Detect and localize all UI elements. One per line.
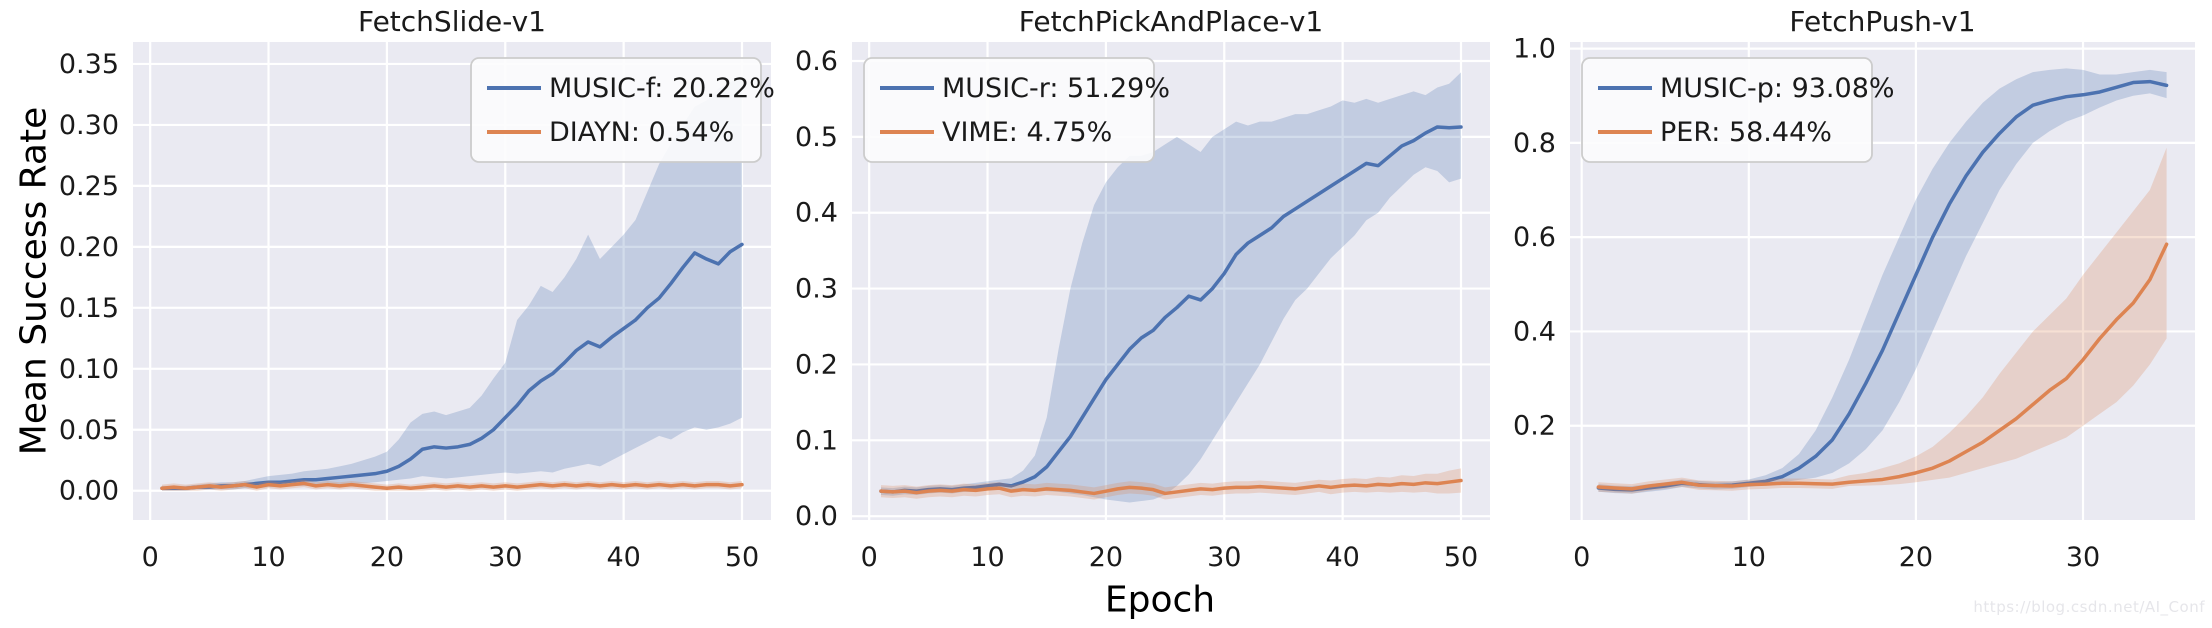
y-tick-label: 0.25 (59, 171, 119, 202)
legend-label-PER: PER: 58.44% (1660, 117, 1832, 148)
y-tick-label: 0.5 (795, 122, 838, 153)
x-tick-label: 10 (251, 542, 285, 573)
y-tick-label: 0.10 (59, 354, 119, 385)
series-line-PER (1596, 242, 2169, 491)
y-tick-label: 0.6 (1513, 222, 1556, 253)
series-line-MUSIC-r (879, 125, 1463, 494)
legend-box (470, 57, 762, 163)
legend-box (1581, 57, 1873, 163)
series-line-VIME (879, 478, 1463, 496)
y-tick-label: 0.4 (795, 198, 838, 229)
y-tick-label: 0.20 (59, 232, 119, 263)
legend-label-MUSIC-r: MUSIC-r: 51.29% (942, 73, 1170, 104)
y-tick-label: 0.2 (1513, 411, 1556, 442)
legend-label-MUSIC-f: MUSIC-f: 20.22% (549, 73, 775, 104)
chart-title: FetchSlide-v1 (358, 5, 546, 38)
y-tick-label: 0.3 (795, 274, 838, 305)
x-tick-label: 20 (1899, 542, 1933, 573)
confidence-band-VIME (881, 468, 1461, 500)
chart-panel-fetchpickandplace: 0 10 20 30 40 50 0.0 0.1 0.2 0.3 0.4 0.5 0.6 FetchPic… (795, 5, 1490, 573)
legend-label-MUSIC-p: MUSIC-p: 93.08% (1660, 73, 1895, 104)
legend-box (863, 57, 1155, 163)
chart-panel-fetchslide: 0 10 20 30 40 50 0.00 0.05 0.10 0.15 0.20 0.25 0.30 0… (59, 5, 775, 573)
y-tick-label: 1.0 (1513, 34, 1556, 65)
y-tick-label: 0.15 (59, 293, 119, 324)
confidence-band-MUSIC-r (881, 72, 1461, 503)
y-axis-label: Mean Success Rate (13, 106, 55, 456)
y-tick-label: 0.1 (795, 425, 838, 456)
x-tick-label: 30 (1207, 542, 1241, 573)
confidence-band-MUSIC-f (162, 76, 742, 491)
y-tick-label: 0.2 (795, 349, 838, 380)
confidence-band-MUSIC-p (1598, 68, 2167, 494)
x-tick-label: 40 (606, 542, 640, 573)
x-axis-label: Epoch (1104, 579, 1216, 621)
x-tick-label: 20 (370, 542, 404, 573)
legend-label-VIME: VIME: 4.75% (942, 117, 1112, 148)
x-tick-label: 0 (861, 542, 878, 573)
y-tick-label: 0.30 (59, 110, 119, 141)
watermark: https://blog.csdn.net/AI_Conf (1973, 598, 2205, 616)
series-line-DIAYN (160, 481, 744, 491)
chart-panel-fetchpush: 0 10 20 30 0.2 0.4 0.6 0.8 1.0 FetchPush-v1 MUSIC-… (1513, 5, 2195, 573)
x-tick-label: 30 (488, 542, 522, 573)
x-tick-label: 0 (142, 542, 159, 573)
y-tick-label: 0.6 (795, 46, 838, 77)
y-tick-label: 0.35 (59, 49, 119, 80)
y-tick-label: 0.0 (795, 501, 838, 532)
chart-title: FetchPush-v1 (1789, 5, 1975, 38)
y-tick-label: 0.05 (59, 415, 119, 446)
chart-title: FetchPickAndPlace-v1 (1019, 5, 1323, 38)
x-tick-label: 10 (970, 542, 1004, 573)
x-tick-label: 40 (1325, 542, 1359, 573)
x-tick-label: 10 (1732, 542, 1766, 573)
x-tick-label: 30 (2066, 542, 2100, 573)
x-tick-label: 20 (1089, 542, 1123, 573)
y-tick-label: 0.4 (1513, 316, 1556, 347)
y-tick-label: 0.00 (59, 476, 119, 507)
x-tick-label: 0 (1573, 542, 1590, 573)
y-tick-label: 0.8 (1513, 128, 1556, 159)
x-tick-label: 50 (725, 542, 759, 573)
confidence-band-PER (1598, 147, 2167, 494)
legend-label-DIAYN: DIAYN: 0.54% (549, 117, 734, 148)
series-line-MUSIC-f (160, 242, 744, 491)
x-tick-label: 50 (1444, 542, 1478, 573)
